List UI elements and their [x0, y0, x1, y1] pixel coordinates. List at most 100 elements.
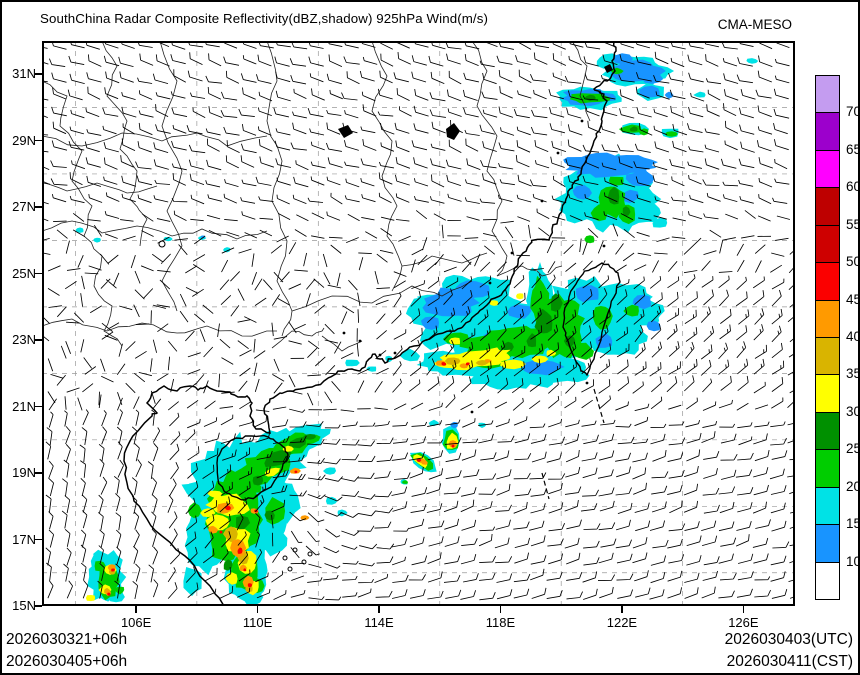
- radar-echo-yellow: [516, 293, 524, 300]
- radar-echo-red: [416, 458, 422, 463]
- lat-tick-label: 31N: [12, 66, 36, 82]
- colorbar-segment: [815, 299, 840, 338]
- colorbar-segment: [815, 187, 840, 226]
- radar-echo-green: [664, 131, 678, 137]
- radar-echo-blue: [632, 294, 652, 310]
- lake: [338, 125, 353, 138]
- province-border: [42, 80, 123, 347]
- radar-echo-cyan: [223, 247, 231, 253]
- lon-tick-label: 106E: [120, 615, 152, 630]
- province-border: [42, 220, 268, 240]
- radar-echo-cyan: [256, 521, 288, 557]
- radar-echo-blue: [612, 53, 634, 65]
- radar-echo-cyan: [325, 496, 338, 505]
- colorbar-level-label: 60: [846, 179, 860, 195]
- radar-echo-dgreen: [252, 475, 264, 486]
- radar-echo-red: [294, 470, 298, 474]
- map-frame: [42, 41, 795, 606]
- lon-tick: [378, 606, 380, 613]
- radar-echo-orange: [208, 525, 219, 534]
- radar-echo-dgreen: [526, 333, 537, 348]
- province-border: [101, 41, 148, 247]
- island-dot: [585, 381, 589, 385]
- island-dot: [342, 331, 346, 335]
- lat-tick-label: 17N: [12, 531, 36, 547]
- lat-tick-label: 27N: [12, 199, 36, 215]
- lat-tick-label: 21N: [12, 398, 36, 414]
- radar-echo-dgreen: [629, 126, 638, 132]
- colorbar-segment: [815, 449, 840, 488]
- island-dot: [358, 339, 362, 343]
- radar-echo-yellow: [448, 337, 460, 345]
- lon-tick-label: 118E: [485, 615, 516, 630]
- colorbar-segment: [815, 262, 840, 301]
- lon-tick-label: 126E: [728, 615, 759, 630]
- radar-echo-green: [584, 235, 595, 244]
- colorbar-segment: [815, 486, 840, 526]
- radar-echo-cyan: [366, 366, 377, 372]
- colorbar-segment: [815, 149, 840, 189]
- province-border: [42, 180, 158, 194]
- colorbar-segment: [815, 411, 840, 451]
- radar-echo-yellow: [489, 300, 499, 306]
- atoll-ring: [307, 551, 313, 557]
- radar-echo-dgreen: [236, 515, 251, 532]
- colorbar-segment: [815, 112, 840, 151]
- radar-echo-red: [225, 505, 231, 511]
- province-border: [471, 41, 508, 277]
- province-border: [371, 41, 403, 292]
- radar-echo-green: [608, 176, 624, 186]
- radar-echo-blue: [507, 304, 532, 319]
- radar-echo-gold: [444, 357, 461, 366]
- radar-echo-cyan: [693, 91, 706, 98]
- radar-echo-dgreen: [503, 341, 514, 353]
- radar-echo-cyan: [746, 58, 759, 64]
- radar-echo-green: [187, 502, 202, 519]
- init-time-line2: 2026030405+06h: [6, 653, 128, 670]
- colorbar-segment: [815, 524, 840, 563]
- radar-echo-dgreen: [607, 186, 620, 205]
- init-time-line1: 2026030321+06h: [6, 631, 128, 648]
- lat-tick: [35, 206, 42, 208]
- province-border: [571, 41, 591, 122]
- valid-time-utc: 2026030403(UTC): [724, 631, 853, 648]
- radar-echo-cyan: [163, 237, 173, 242]
- radar-echo-cyan: [75, 227, 84, 233]
- colorbar-segment: [815, 337, 840, 376]
- colorbar-level-label: 65: [846, 141, 860, 157]
- colorbar-level-label: 40: [846, 329, 860, 344]
- radar-echo-cyan: [345, 359, 360, 367]
- radar-echo-blue: [646, 320, 661, 332]
- radar-echo-dgreen: [302, 434, 316, 440]
- colorbar-level-label: 35: [846, 366, 860, 382]
- radar-echo-cyan: [652, 217, 668, 228]
- lat-tick: [35, 339, 42, 341]
- radar-echo-yellow: [85, 595, 96, 602]
- lake: [446, 123, 460, 140]
- radar-echo-orange: [300, 515, 310, 521]
- figure-title: SouthChina Radar Composite Reflectivity(…: [40, 11, 488, 26]
- radar-echo-cyan: [323, 467, 337, 475]
- colorbar-level-label: 70: [846, 104, 860, 120]
- radar-echo-red: [247, 583, 253, 588]
- lat-tick-label: 19N: [12, 465, 36, 481]
- atoll-ring: [282, 555, 288, 561]
- colorbar-level-label: 45: [846, 291, 860, 307]
- radar-echo-yellow: [500, 359, 526, 370]
- radar-echo-dgreen: [551, 293, 563, 312]
- radar-echo-red: [243, 568, 247, 572]
- radar-echo-gold: [475, 360, 489, 366]
- lon-tick: [621, 606, 623, 613]
- colorbar-segment: [815, 75, 840, 114]
- colorbar-segment: [815, 224, 840, 264]
- radar-echo-orange: [289, 467, 301, 474]
- lat-tick: [35, 405, 42, 408]
- radar-echo-yellow: [200, 508, 216, 518]
- wind-barbs: [42, 41, 795, 601]
- lon-tick-label: 114E: [364, 615, 394, 630]
- radar-echo-yellow: [265, 467, 280, 477]
- lat-tick-label: 25N: [12, 265, 36, 281]
- radar-echo-gold: [223, 526, 238, 543]
- radar-echo-dgreen: [622, 206, 631, 217]
